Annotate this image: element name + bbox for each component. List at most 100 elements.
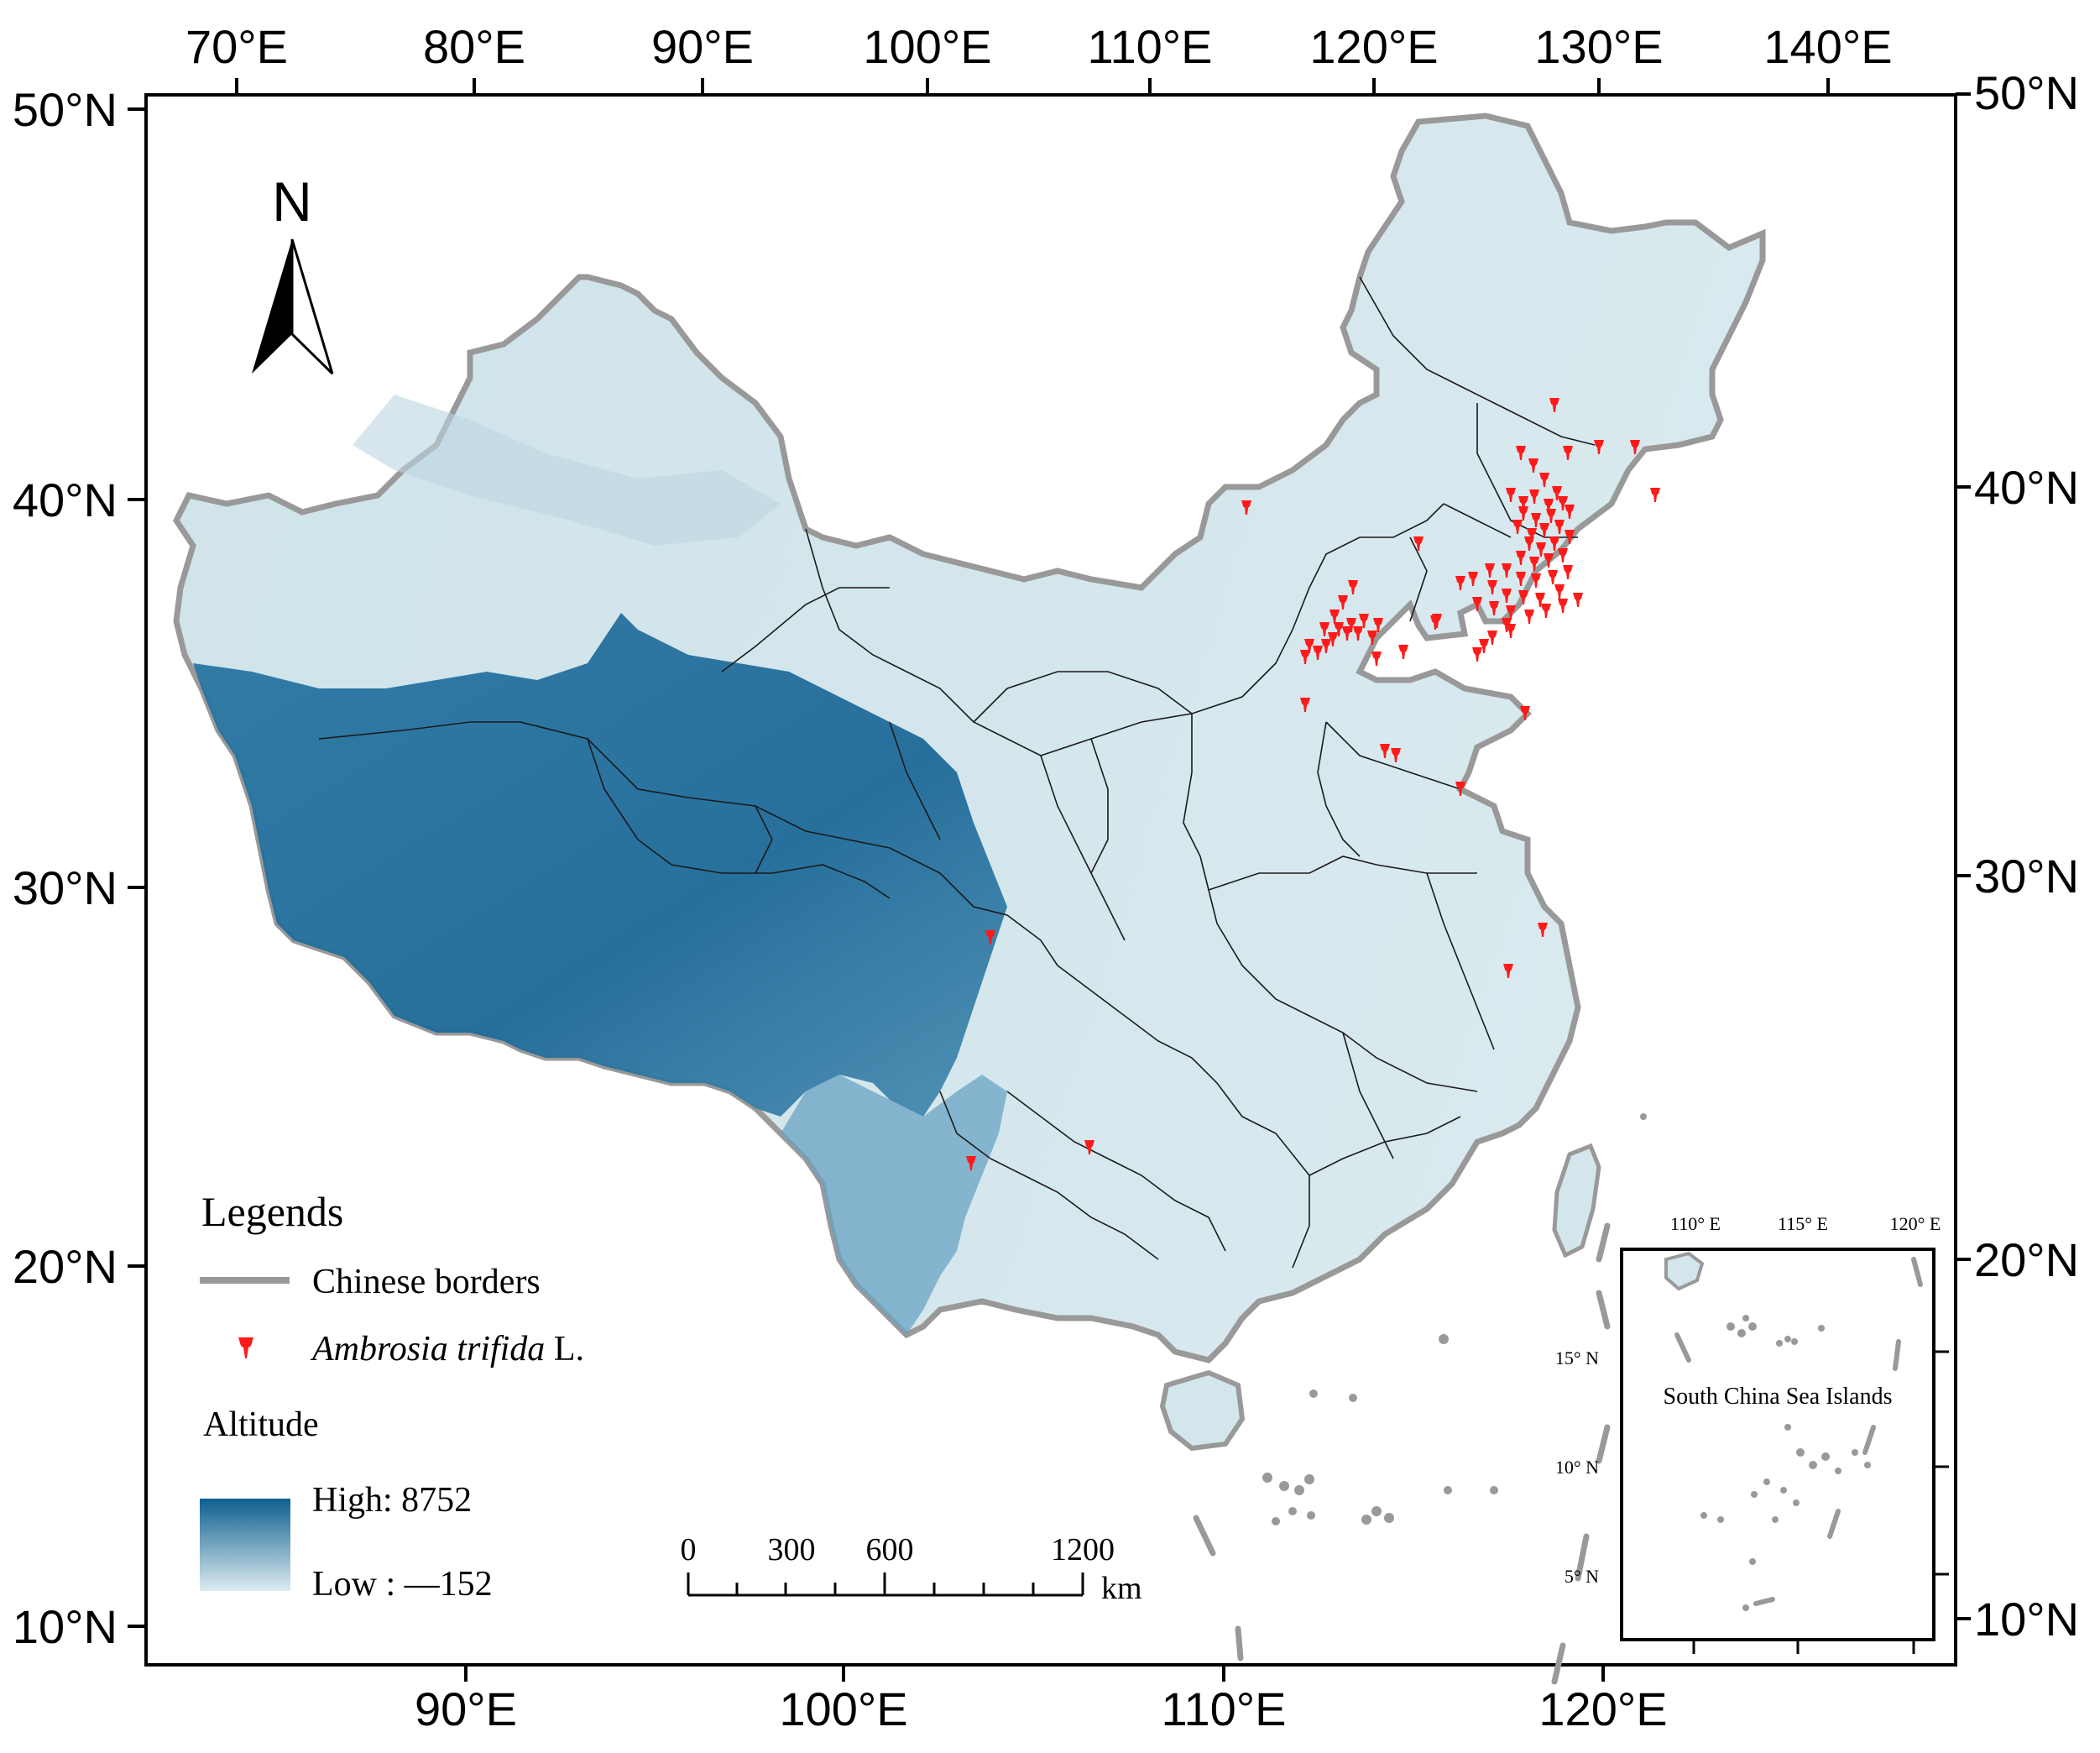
altitude-color-ramp xyxy=(200,1499,290,1591)
lat-label: 20°N xyxy=(1974,1233,2079,1286)
lon-label: 100°E xyxy=(779,1682,907,1735)
occurrence-pushpin xyxy=(1300,650,1310,664)
species-name: Ambrosia trifida xyxy=(310,1330,545,1368)
scs-island-groups xyxy=(1262,1113,1647,1525)
occurrence-pushpin xyxy=(1529,557,1539,571)
occurrence-pushpin xyxy=(1516,551,1526,565)
border-label: Chinese borders xyxy=(312,1263,541,1301)
occurrence-pushpin xyxy=(1371,651,1382,666)
occurrence-pushpin xyxy=(1359,614,1369,628)
occurrence-pushpin xyxy=(1538,923,1548,937)
occurrence-pushpin xyxy=(1546,509,1556,523)
lon-label: 90°E xyxy=(651,20,754,73)
taiwan-island xyxy=(1552,1143,1601,1258)
occurrence-pushpin xyxy=(1520,706,1530,720)
occurrence-pushpin xyxy=(1506,488,1516,502)
occurrence-pushpin xyxy=(1518,590,1528,604)
occurrence-pushpin xyxy=(1479,639,1489,653)
species-author: L. xyxy=(545,1330,584,1368)
occurrence-pushpin xyxy=(1084,1140,1094,1154)
lon-label: 110°E xyxy=(1087,20,1212,73)
lat-label: 10°N xyxy=(1974,1593,2079,1646)
occurrence-pushpin xyxy=(1565,505,1575,519)
hainan-island xyxy=(1159,1369,1246,1452)
occurrence-pushpin xyxy=(1594,440,1604,454)
inset-lat-label: 10° N xyxy=(1555,1457,1599,1478)
occurrence-pushpin xyxy=(985,930,995,945)
occurrence-pushpin xyxy=(1489,601,1499,615)
lat-label: 30°N xyxy=(13,861,118,914)
right-ticks xyxy=(1956,92,1971,1620)
occurrence-pushpin xyxy=(1554,520,1565,534)
occurrence-pushpin xyxy=(1549,398,1559,412)
map-frame xyxy=(144,93,1957,1667)
north-arrow-icon xyxy=(252,239,292,374)
occurrence-pushpin xyxy=(1304,639,1314,653)
occurrence-pushpin xyxy=(1472,647,1482,662)
occurrence-pushpin xyxy=(1518,506,1528,521)
occurrence-pushpin xyxy=(1541,604,1551,618)
occurrence-pushpin xyxy=(1531,513,1541,527)
occurrence-pushpin xyxy=(1528,458,1538,473)
occurrence-pushpin xyxy=(1413,536,1424,551)
occurrence-pushpin xyxy=(1524,536,1534,551)
lon-label: 80°E xyxy=(423,20,525,73)
lat-label: 20°N xyxy=(13,1240,118,1293)
occurrence-pushpin xyxy=(1539,473,1549,487)
lon-label: 140°E xyxy=(1763,20,1892,73)
species-label: Ambrosia trifida L. xyxy=(310,1330,584,1368)
inset-islands xyxy=(1700,1315,1871,1611)
lon-label: 100°E xyxy=(863,20,991,73)
tibetan-plateau xyxy=(193,613,1007,1117)
occurrence-pushpin xyxy=(1518,496,1528,510)
occurrence-pushpin xyxy=(1539,523,1549,537)
left-latitude-labels: 50°N 40°N 30°N 20°N 10°N xyxy=(13,83,118,1653)
occurrence-pushpin xyxy=(1502,563,1512,578)
scale-label: 1200 xyxy=(1051,1532,1115,1567)
lat-label: 50°N xyxy=(1974,66,2079,119)
provincial-borders xyxy=(318,276,1596,1269)
inset-frame xyxy=(1620,1248,1935,1641)
occurrence-pushpin xyxy=(1558,599,1568,613)
legend-title: Legends xyxy=(201,1188,343,1235)
occurrence-pushpin xyxy=(1544,499,1554,513)
lon-label: 130°E xyxy=(1534,20,1663,73)
occurrence-markers xyxy=(966,398,1660,1170)
occurrence-pushpin xyxy=(1544,553,1554,568)
occurrence-pushpin xyxy=(1487,631,1497,645)
occurrence-pushpin xyxy=(1524,610,1534,624)
occurrence-pushpin xyxy=(1455,782,1465,796)
occurrence-pushpin xyxy=(1313,646,1323,660)
lon-label: 120°E xyxy=(1309,20,1438,73)
occurrence-pushpin xyxy=(1472,597,1482,611)
occurrence-pushpin xyxy=(1300,698,1310,712)
south-china-sea-inset: 110° E 115° E 120° E 15° N 10° N 5° N So… xyxy=(1555,1213,1949,1654)
bottom-longitude-labels: 90°E 100°E 110°E 120°E xyxy=(415,1682,1668,1735)
occurrence-pushpin xyxy=(1512,520,1523,534)
scale-label: 300 xyxy=(768,1532,816,1567)
occurrence-pushpin xyxy=(1468,572,1478,586)
occurrence-pushpin xyxy=(1329,610,1340,624)
pushpin-icon xyxy=(238,1337,253,1358)
occurrence-pushpin xyxy=(1342,626,1352,641)
occurrence-pushpin xyxy=(1391,748,1401,762)
inset-lon-label: 120° E xyxy=(1890,1213,1941,1234)
altitude-high-label: High: 8752 xyxy=(312,1481,472,1520)
occurrence-pushpin xyxy=(1548,570,1558,584)
occurrence-pushpin xyxy=(1319,622,1329,636)
occurrence-pushpin xyxy=(1380,744,1390,758)
occurrence-pushpin xyxy=(1565,530,1575,544)
occurrence-pushpin xyxy=(1552,486,1562,500)
inset-lat-label: 15° N xyxy=(1555,1347,1599,1368)
occurrence-pushpin xyxy=(1346,618,1356,632)
altitude-title: Altitude xyxy=(203,1405,319,1444)
occurrence-pushpin xyxy=(1455,576,1465,590)
occurrence-pushpin xyxy=(1554,584,1565,599)
scale-label: 0 xyxy=(681,1532,697,1567)
occurrence-pushpin xyxy=(1487,580,1497,594)
lat-label: 40°N xyxy=(1974,461,2079,514)
occurrence-pushpin xyxy=(1558,496,1568,510)
occurrence-pushpin xyxy=(1535,593,1545,607)
occurrence-pushpin xyxy=(1506,605,1516,620)
